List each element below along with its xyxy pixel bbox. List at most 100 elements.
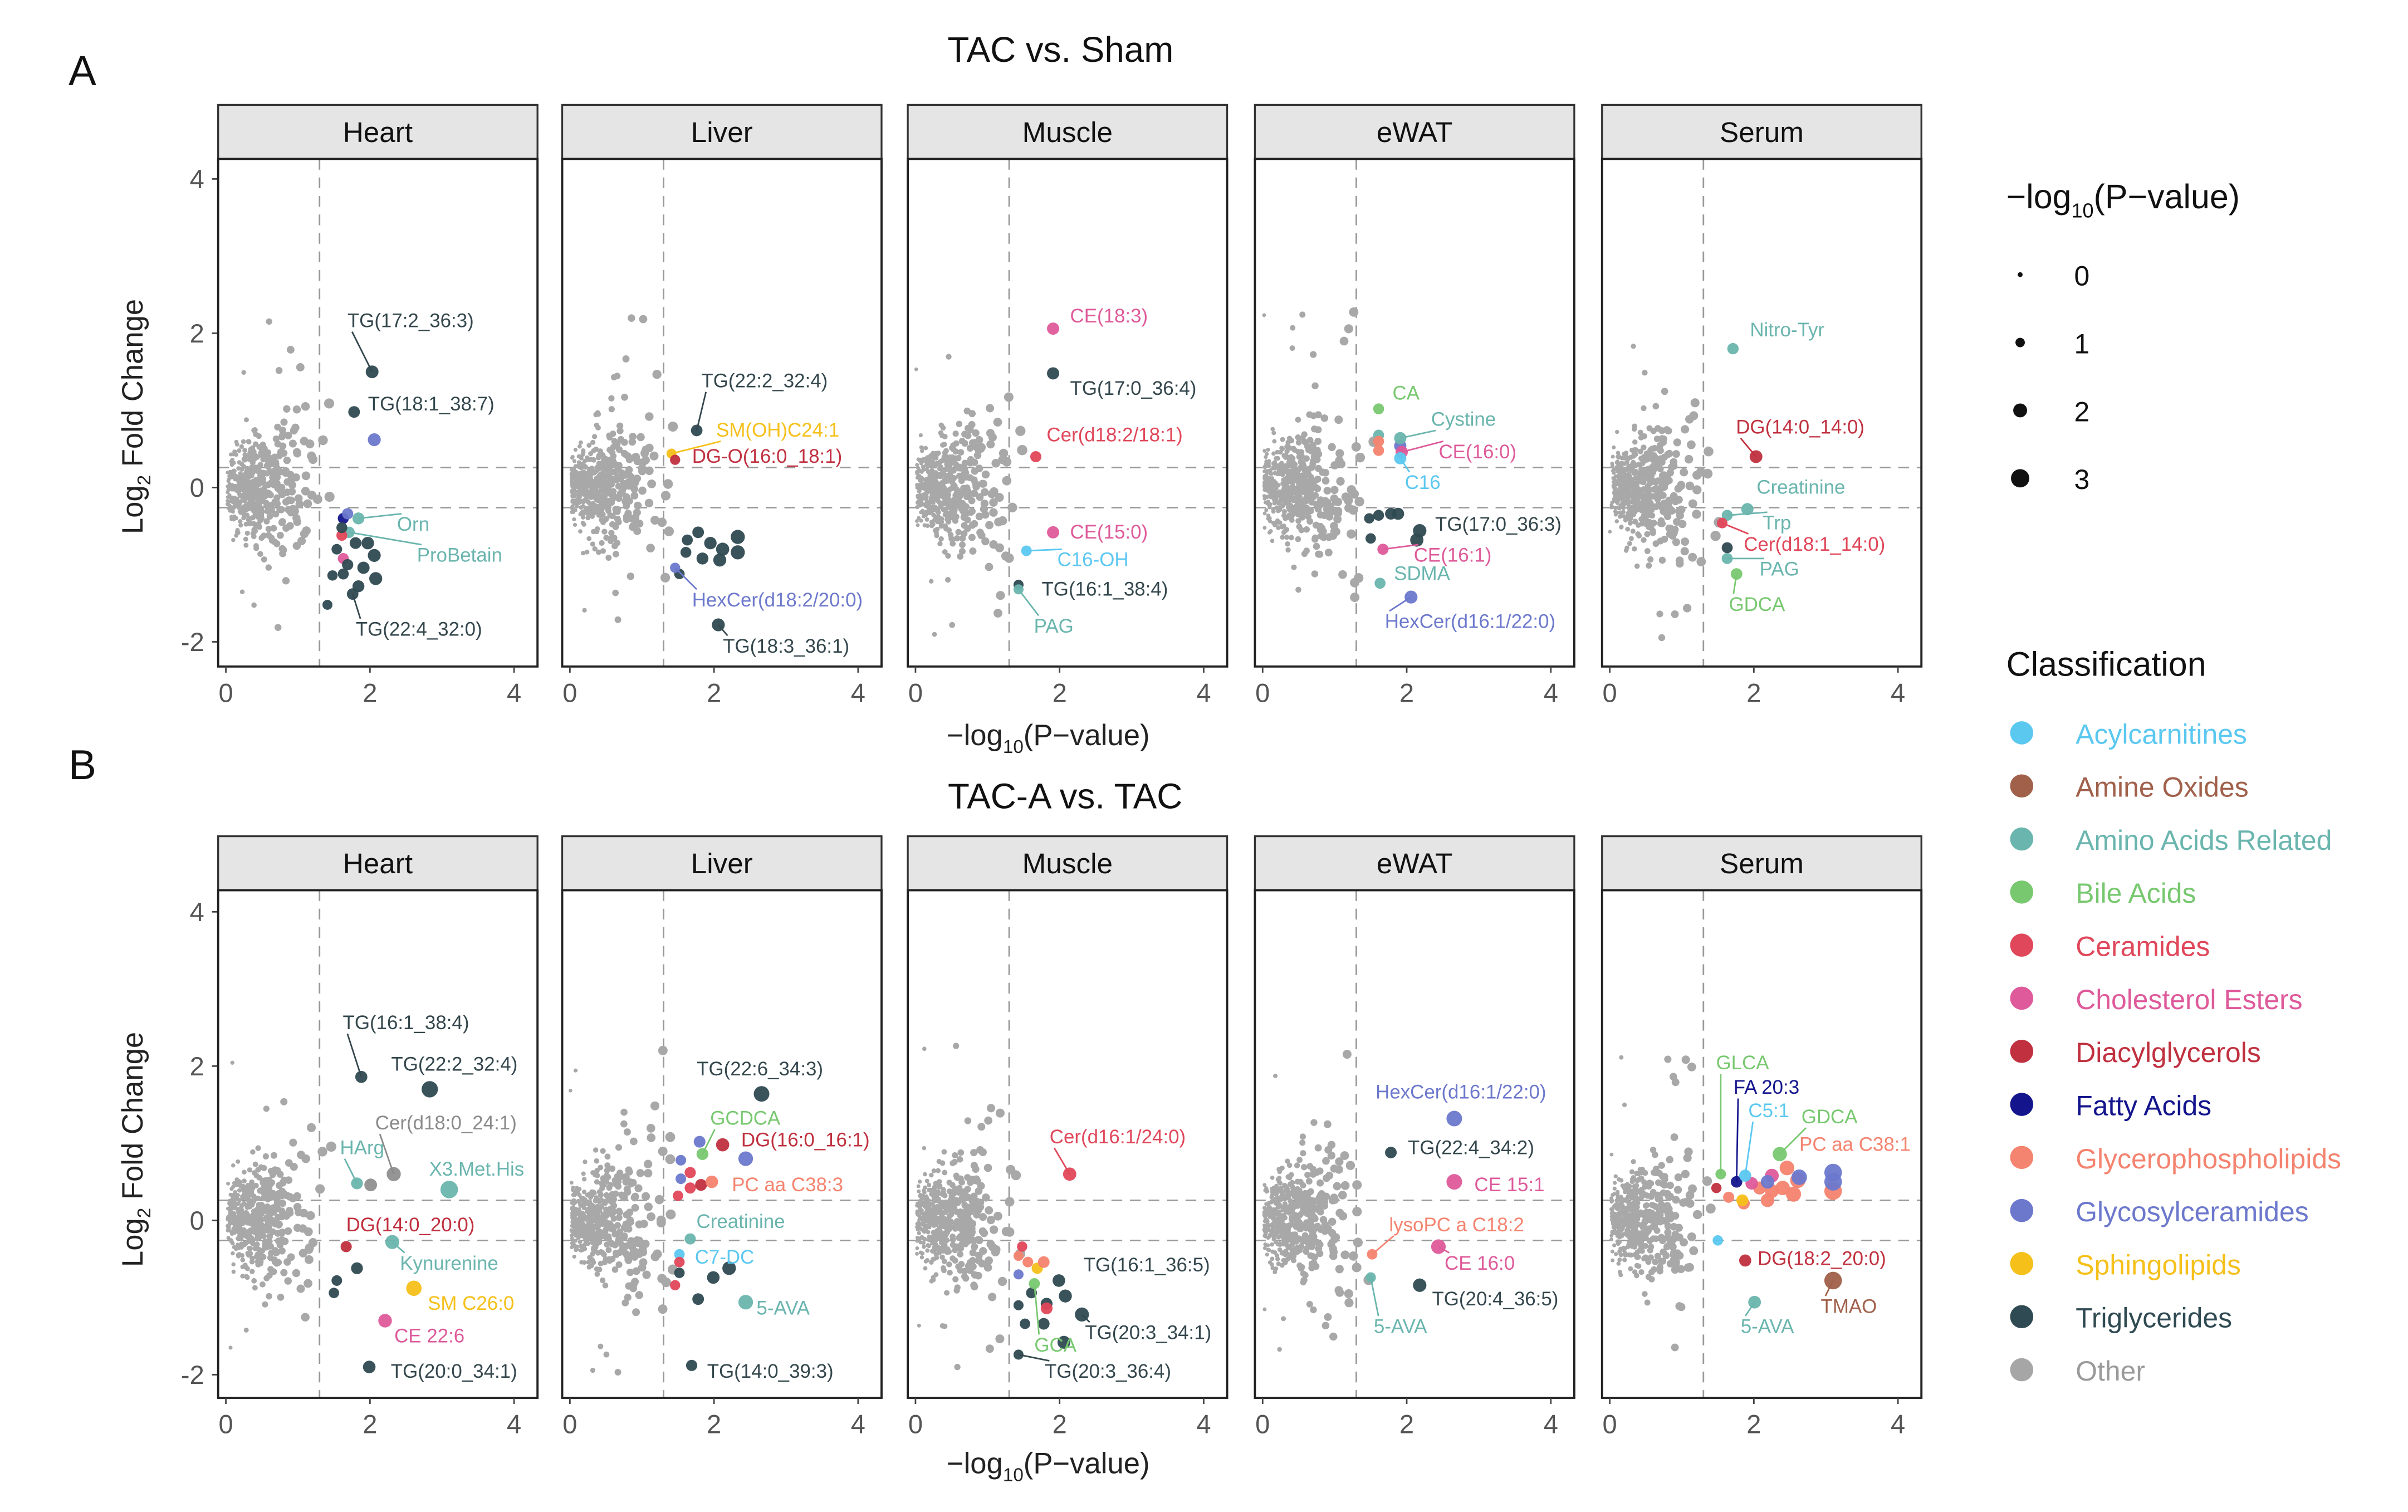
other-point bbox=[1017, 444, 1027, 456]
other-point bbox=[1673, 517, 1681, 526]
other-point bbox=[573, 1234, 577, 1238]
other-point bbox=[1652, 403, 1660, 410]
other-point bbox=[256, 524, 262, 530]
other-point bbox=[1272, 501, 1277, 506]
other-point bbox=[1680, 547, 1689, 556]
other-point bbox=[570, 454, 575, 459]
other-point bbox=[255, 1145, 261, 1151]
other-point bbox=[257, 1187, 263, 1193]
other-point bbox=[975, 1271, 982, 1280]
other-point bbox=[1328, 443, 1336, 451]
other-point bbox=[1283, 454, 1289, 460]
point-tg bbox=[369, 572, 383, 585]
other-point bbox=[1676, 559, 1684, 568]
other-point bbox=[262, 1301, 268, 1308]
other-point bbox=[573, 1068, 578, 1073]
other-point bbox=[614, 540, 621, 546]
other-point bbox=[594, 1158, 600, 1164]
other-point bbox=[938, 536, 944, 542]
other-point bbox=[226, 495, 230, 500]
other-point bbox=[247, 495, 253, 500]
other-point bbox=[917, 1221, 922, 1225]
other-point bbox=[1636, 533, 1642, 539]
point-aa bbox=[440, 1181, 458, 1198]
other-point bbox=[1334, 1165, 1343, 1174]
other-point bbox=[1681, 425, 1690, 434]
other-point bbox=[578, 1234, 583, 1239]
point-tg bbox=[682, 534, 693, 546]
other-point bbox=[996, 591, 1005, 600]
other-point bbox=[984, 1116, 993, 1125]
other-point bbox=[284, 1277, 292, 1285]
other-point bbox=[593, 1205, 599, 1211]
other-point bbox=[1270, 1175, 1275, 1180]
other-point bbox=[924, 509, 929, 514]
point-ce bbox=[1047, 322, 1060, 335]
other-point bbox=[251, 492, 257, 498]
point-label: C16-OH bbox=[1058, 549, 1129, 571]
point-label: CE(16:1) bbox=[1414, 544, 1492, 566]
other-point bbox=[611, 1266, 619, 1273]
other-point bbox=[951, 1187, 957, 1194]
other-point bbox=[229, 487, 233, 491]
other-point bbox=[275, 1221, 282, 1229]
other-point bbox=[933, 490, 938, 496]
other-point bbox=[593, 1218, 599, 1224]
other-point bbox=[1641, 444, 1647, 451]
other-point bbox=[985, 1344, 994, 1353]
plot-border bbox=[907, 889, 1229, 1399]
other-point bbox=[933, 514, 939, 520]
other-point bbox=[249, 1269, 255, 1274]
other-point bbox=[570, 1188, 575, 1192]
other-point bbox=[1267, 518, 1272, 523]
other-point bbox=[241, 370, 247, 375]
other-point bbox=[973, 1177, 981, 1185]
other-point bbox=[658, 1045, 668, 1055]
other-point bbox=[1614, 460, 1619, 465]
other-point bbox=[1264, 469, 1268, 473]
other-point bbox=[620, 1120, 628, 1128]
other-point bbox=[261, 489, 267, 496]
other-point bbox=[577, 483, 582, 488]
other-point bbox=[292, 1269, 301, 1278]
other-point bbox=[1616, 497, 1621, 502]
other-point bbox=[936, 1230, 942, 1236]
other-point bbox=[1305, 1178, 1313, 1185]
other-point bbox=[934, 526, 940, 532]
other-point bbox=[1265, 1219, 1270, 1224]
other-point bbox=[296, 363, 305, 371]
other-point bbox=[571, 495, 576, 499]
other-point bbox=[575, 471, 580, 476]
other-point bbox=[978, 1148, 987, 1157]
point-ot bbox=[386, 1167, 401, 1181]
point-tg bbox=[336, 522, 348, 534]
other-point bbox=[581, 1190, 587, 1195]
other-point bbox=[1288, 535, 1294, 541]
other-point bbox=[1286, 1162, 1293, 1168]
other-point bbox=[1294, 495, 1301, 502]
point-label: Cystine bbox=[1431, 409, 1496, 430]
other-point bbox=[926, 1244, 932, 1249]
other-point bbox=[601, 1233, 607, 1240]
other-point bbox=[231, 1241, 235, 1246]
other-point bbox=[931, 1236, 937, 1241]
other-point bbox=[244, 1217, 250, 1222]
other-point bbox=[624, 1293, 632, 1301]
other-point bbox=[570, 1220, 575, 1225]
other-point bbox=[961, 530, 968, 537]
other-point bbox=[590, 1367, 595, 1373]
other-point bbox=[1270, 1192, 1275, 1197]
other-point bbox=[1329, 1332, 1338, 1341]
other-point bbox=[972, 479, 980, 488]
point-label: PC aa C38:3 bbox=[732, 1174, 843, 1196]
other-point bbox=[278, 483, 286, 491]
other-point bbox=[1663, 426, 1671, 434]
other-point bbox=[250, 487, 256, 492]
other-point bbox=[272, 435, 280, 443]
other-point bbox=[256, 1246, 262, 1253]
other-point bbox=[927, 484, 932, 489]
other-point bbox=[915, 1236, 919, 1240]
other-point bbox=[247, 1204, 253, 1210]
other-point bbox=[1280, 472, 1285, 477]
other-point bbox=[1283, 516, 1288, 521]
